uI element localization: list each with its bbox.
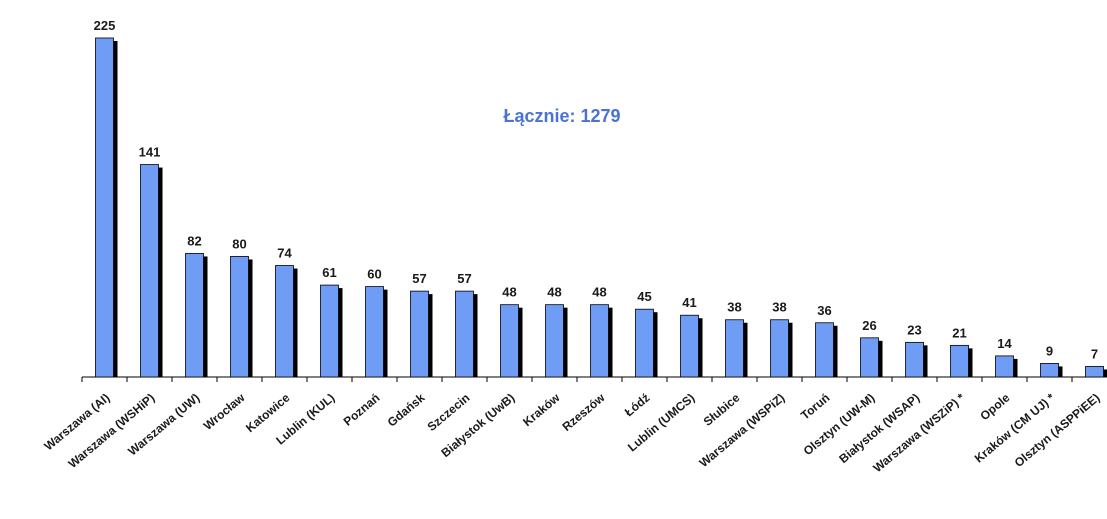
data-label: 7 xyxy=(1091,346,1098,361)
x-tick-label: Łódź xyxy=(622,391,652,420)
data-label: 74 xyxy=(277,246,292,261)
data-label: 26 xyxy=(862,318,876,333)
annotation: Łącznie: 1279 xyxy=(503,106,620,126)
x-tick-label: Gdańsk xyxy=(385,390,428,429)
data-label: 48 xyxy=(547,285,561,300)
data-label: 38 xyxy=(772,300,786,315)
data-label: 80 xyxy=(232,236,246,251)
x-tick-label: Białystok (WSAP) xyxy=(836,391,922,466)
data-label: 61 xyxy=(322,265,336,280)
bar xyxy=(680,314,699,378)
data-label: 36 xyxy=(817,303,831,318)
bar xyxy=(95,37,114,378)
bar xyxy=(860,337,879,378)
data-label: 41 xyxy=(682,295,696,310)
bar xyxy=(185,253,204,378)
bar xyxy=(365,286,384,378)
x-tick-label: Olsztyn (ASPPiEE) xyxy=(1012,391,1103,470)
x-tick-label: Kraków (CM UJ) * xyxy=(972,390,1058,465)
data-label: 48 xyxy=(592,285,606,300)
x-tick-label: Opole xyxy=(977,390,1012,423)
data-label: 23 xyxy=(907,322,921,337)
bar xyxy=(545,304,564,378)
data-label: 82 xyxy=(187,233,201,248)
x-tick-label: Wrocław xyxy=(201,390,248,433)
bar xyxy=(905,341,924,378)
data-label: 14 xyxy=(997,336,1012,351)
x-tick-label: Słubice xyxy=(701,390,743,428)
data-label: 57 xyxy=(457,271,471,286)
bar xyxy=(500,304,519,378)
bar xyxy=(410,290,429,378)
x-tick-label: Toruń xyxy=(798,391,832,423)
bar xyxy=(140,164,159,378)
bar xyxy=(635,308,654,378)
data-label: 141 xyxy=(139,145,161,160)
x-tick-label: Poznań xyxy=(341,391,383,429)
bar xyxy=(995,355,1014,378)
bar xyxy=(455,290,474,378)
bar xyxy=(725,319,744,378)
bar xyxy=(590,304,609,378)
bar xyxy=(1040,363,1059,378)
x-tick-label: Rzeszów xyxy=(560,390,608,434)
bar xyxy=(275,265,294,378)
data-label: 225 xyxy=(94,18,116,33)
data-label: 21 xyxy=(952,325,966,340)
bar xyxy=(950,344,969,378)
data-label: 57 xyxy=(412,271,426,286)
bar xyxy=(230,256,249,378)
data-label: 9 xyxy=(1046,343,1053,358)
data-label: 45 xyxy=(637,289,651,304)
data-label: 48 xyxy=(502,285,516,300)
data-label: 38 xyxy=(727,300,741,315)
x-tick-label: Kraków xyxy=(520,390,563,429)
bar xyxy=(770,319,789,378)
bar xyxy=(815,322,834,378)
x-tick-label: Warszawa (WSHiP) xyxy=(66,391,158,471)
data-label: 60 xyxy=(367,267,381,282)
bar xyxy=(320,284,339,378)
x-tick-label: Warszawa (WSPiZ) xyxy=(697,391,788,470)
bar xyxy=(1085,366,1104,378)
